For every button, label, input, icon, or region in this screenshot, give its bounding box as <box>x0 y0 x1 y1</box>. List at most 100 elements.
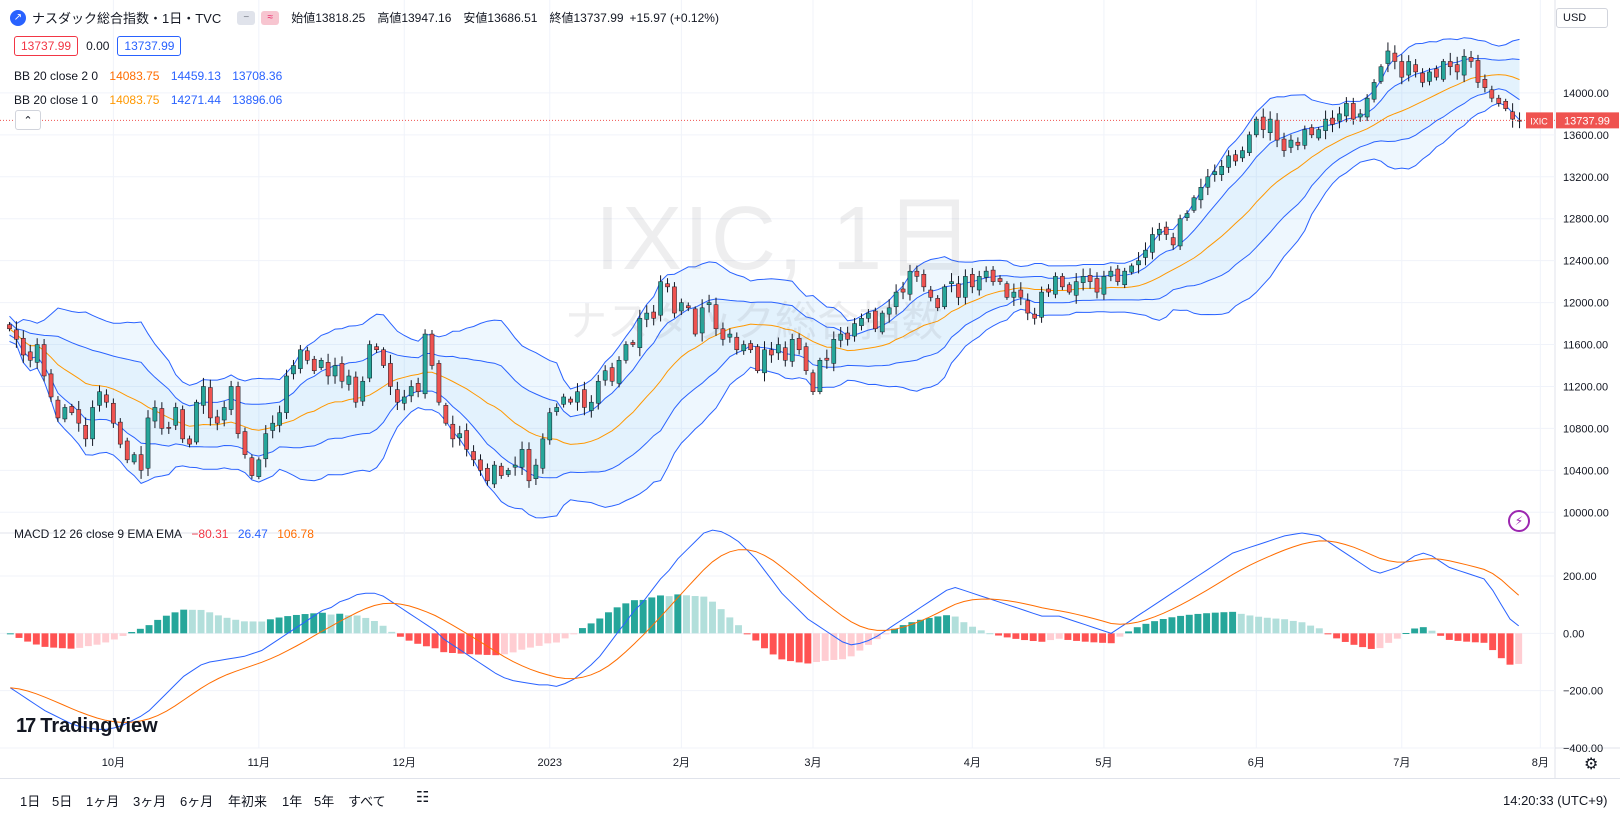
candle-body <box>124 440 130 461</box>
candle-body <box>782 347 788 361</box>
candle-body <box>235 386 241 434</box>
candle-body <box>741 344 747 352</box>
candle-body <box>166 427 172 429</box>
wave-icon[interactable]: ≈ <box>261 10 280 25</box>
candle-body <box>914 270 920 277</box>
candle-body <box>859 318 864 326</box>
macd-hist-bar <box>162 615 170 634</box>
candle-body <box>1371 82 1377 100</box>
candle-body <box>1281 138 1287 151</box>
candle-body <box>1260 116 1266 130</box>
candle-body <box>1060 276 1065 288</box>
macd-hist-bar <box>1220 612 1228 634</box>
tf-1m[interactable]: 1ヶ月 <box>86 794 120 809</box>
candle-body <box>748 343 753 351</box>
tf-1d[interactable]: 1日 <box>20 794 41 809</box>
macd-hist-bar <box>1151 621 1159 634</box>
macd-hist-bar <box>795 633 803 663</box>
bb1-label: BB 20 close 1 0 <box>14 93 99 107</box>
tf-5y[interactable]: 5年 <box>314 794 335 809</box>
candle-body <box>838 333 844 341</box>
candle-body <box>665 283 670 288</box>
macd-hist-bar <box>925 617 933 634</box>
candle-body <box>1233 154 1238 162</box>
candle-body <box>1150 234 1155 253</box>
clock[interactable]: 14:20:33 (UTC+9) <box>1503 793 1608 808</box>
macd-hist-bar <box>275 617 283 634</box>
candle-body <box>1475 60 1481 83</box>
calendar-range-icon[interactable]: ☷ <box>416 789 430 806</box>
candle-body <box>1489 89 1495 99</box>
macd-hist-bar <box>474 633 482 655</box>
candle-body <box>263 433 269 460</box>
bolt-icon[interactable]: ⚡ <box>1508 510 1530 532</box>
currency-button[interactable]: USD <box>1556 8 1608 28</box>
ask-box[interactable]: 13737.99 <box>117 36 182 56</box>
macd-hist-bar <box>1116 633 1124 637</box>
tf-3m[interactable]: 3ヶ月 <box>133 794 167 809</box>
macd-legend[interactable]: MACD 12 26 close 9 EMA EMA −80.31 26.47 … <box>14 527 320 541</box>
macd-hist-bar <box>561 633 569 639</box>
minus-icon[interactable]: − <box>237 10 256 25</box>
macd-hist-bar <box>6 633 14 635</box>
bb1-legend[interactable]: BB 20 close 1 0 14083.75 14271.44 13896.… <box>14 93 290 107</box>
macd-hist-bar <box>648 597 656 634</box>
tf-all[interactable]: すべて <box>348 794 386 809</box>
macd-hist-bar <box>518 633 526 650</box>
tf-ytd[interactable]: 年初来 <box>228 794 268 809</box>
macd-hist-bar <box>899 625 907 634</box>
candle-body <box>1115 268 1121 282</box>
macd-hist-bar <box>778 633 786 660</box>
candle-body <box>595 380 601 404</box>
macd-hist-bar <box>743 633 751 635</box>
candle-body <box>1350 103 1356 120</box>
tf-1y[interactable]: 1年 <box>282 794 303 809</box>
symbol-title[interactable]: ナスダック総合指数・1日・TVC <box>32 11 222 26</box>
candle-body <box>298 349 303 369</box>
tf-5d[interactable]: 5日 <box>52 794 73 809</box>
macd-hist-bar <box>813 633 820 663</box>
candle-body <box>1441 61 1446 80</box>
candle-body <box>83 425 88 440</box>
collapse-legend-button[interactable]: ⌃ <box>15 110 41 130</box>
price-tag: 13737.99 <box>1564 115 1610 127</box>
candle-body <box>14 329 19 340</box>
macd-hist-bar <box>821 633 829 661</box>
candle-body <box>1503 101 1509 109</box>
candle-body <box>145 417 151 469</box>
candle-body <box>505 470 511 475</box>
macd-hist-bar <box>1402 633 1410 635</box>
candle-body <box>1274 119 1280 141</box>
tf-6m[interactable]: 6ヶ月 <box>180 794 214 809</box>
candle-body <box>672 286 677 314</box>
candle-body <box>242 431 248 455</box>
candle-body <box>415 383 421 392</box>
candle-body <box>1053 276 1058 295</box>
macd-hist-bar <box>41 633 49 647</box>
bid-box[interactable]: 13737.99 <box>14 36 79 56</box>
macd-hist-bar <box>1298 622 1306 634</box>
macd-hist-bar <box>145 625 153 634</box>
tradingview-logo[interactable]: 17 TradingView <box>16 715 158 737</box>
macd-hist-bar <box>1376 633 1384 649</box>
macd-hist-bar <box>1393 633 1401 639</box>
symbol-tag: IXIC <box>1530 116 1548 126</box>
macd-hist-bar <box>717 609 725 634</box>
candle-body <box>201 386 206 406</box>
macd-hist-bar <box>1480 633 1488 643</box>
candle-body <box>381 349 386 366</box>
candle-body <box>1447 61 1453 67</box>
macd-hist-bar <box>1168 617 1176 634</box>
bb2-legend[interactable]: BB 20 close 2 0 14083.75 14459.13 13708.… <box>14 69 290 83</box>
candle-body <box>907 270 913 295</box>
candle-body <box>325 362 331 377</box>
candle-body <box>1337 113 1342 122</box>
candle-body <box>194 401 199 443</box>
macd-hist-bar <box>67 633 75 649</box>
macd-hist-bar <box>388 631 396 634</box>
settings-gear-icon[interactable]: ⚙ <box>1584 756 1599 773</box>
tv-mark-icon: 17 <box>16 715 36 737</box>
candle-body <box>651 311 656 319</box>
candle-body <box>1406 61 1412 76</box>
